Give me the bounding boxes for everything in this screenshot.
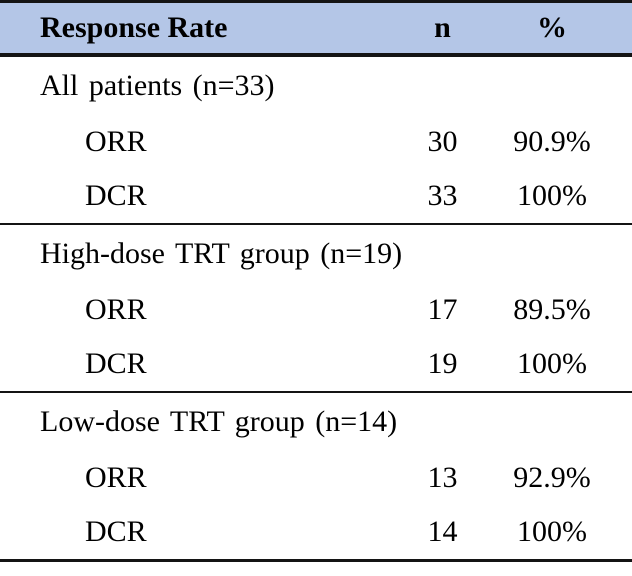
table-row: ORR 17 89.5% — [0, 283, 632, 337]
header-row: Response Rate n % — [0, 1, 632, 55]
response-rate-table: Response Rate n % All patients (n=33) OR… — [0, 0, 632, 562]
empty-cell — [500, 224, 632, 283]
group-label: Low-dose TRT group (n=14) — [40, 405, 398, 438]
header-percent: % — [537, 11, 567, 44]
group-label: All patients (n=33) — [40, 69, 275, 102]
empty-cell — [385, 392, 500, 451]
measure-label: ORR — [85, 125, 147, 158]
measure-label: ORR — [85, 293, 147, 326]
measure-label: DCR — [85, 515, 147, 548]
percent-value: 92.9% — [513, 461, 591, 494]
percent-value: 89.5% — [513, 293, 591, 326]
measure-label: DCR — [85, 347, 147, 380]
empty-cell — [500, 55, 632, 115]
percent-value: 100% — [517, 347, 587, 380]
group-label-row: All patients (n=33) — [0, 55, 632, 115]
n-value: 13 — [427, 461, 458, 494]
n-value: 14 — [427, 515, 458, 548]
section-high-dose: High-dose TRT group (n=19) ORR 17 89.5% … — [0, 224, 632, 392]
section-all-patients: All patients (n=33) ORR 30 90.9% DCR 33 … — [0, 55, 632, 224]
percent-value: 90.9% — [513, 125, 591, 158]
table-row: ORR 30 90.9% — [0, 115, 632, 169]
header-response-rate: Response Rate — [40, 11, 228, 44]
n-value: 19 — [427, 347, 458, 380]
table-header: Response Rate n % — [0, 1, 632, 55]
table-row: DCR 33 100% — [0, 169, 632, 224]
table-row: DCR 14 100% — [0, 505, 632, 561]
empty-cell — [385, 55, 500, 115]
table-row: ORR 13 92.9% — [0, 451, 632, 505]
group-label-row: High-dose TRT group (n=19) — [0, 224, 632, 283]
empty-cell — [385, 224, 500, 283]
table-row: DCR 19 100% — [0, 337, 632, 392]
percent-value: 100% — [517, 515, 587, 548]
group-label: High-dose TRT group (n=19) — [40, 237, 403, 270]
header-n: n — [434, 11, 451, 44]
group-label-row: Low-dose TRT group (n=14) — [0, 392, 632, 451]
measure-label: ORR — [85, 461, 147, 494]
n-value: 30 — [427, 125, 458, 158]
section-low-dose: Low-dose TRT group (n=14) ORR 13 92.9% D… — [0, 392, 632, 561]
measure-label: DCR — [85, 179, 147, 212]
n-value: 33 — [427, 179, 458, 212]
n-value: 17 — [427, 293, 458, 326]
empty-cell — [500, 392, 632, 451]
percent-value: 100% — [517, 179, 587, 212]
